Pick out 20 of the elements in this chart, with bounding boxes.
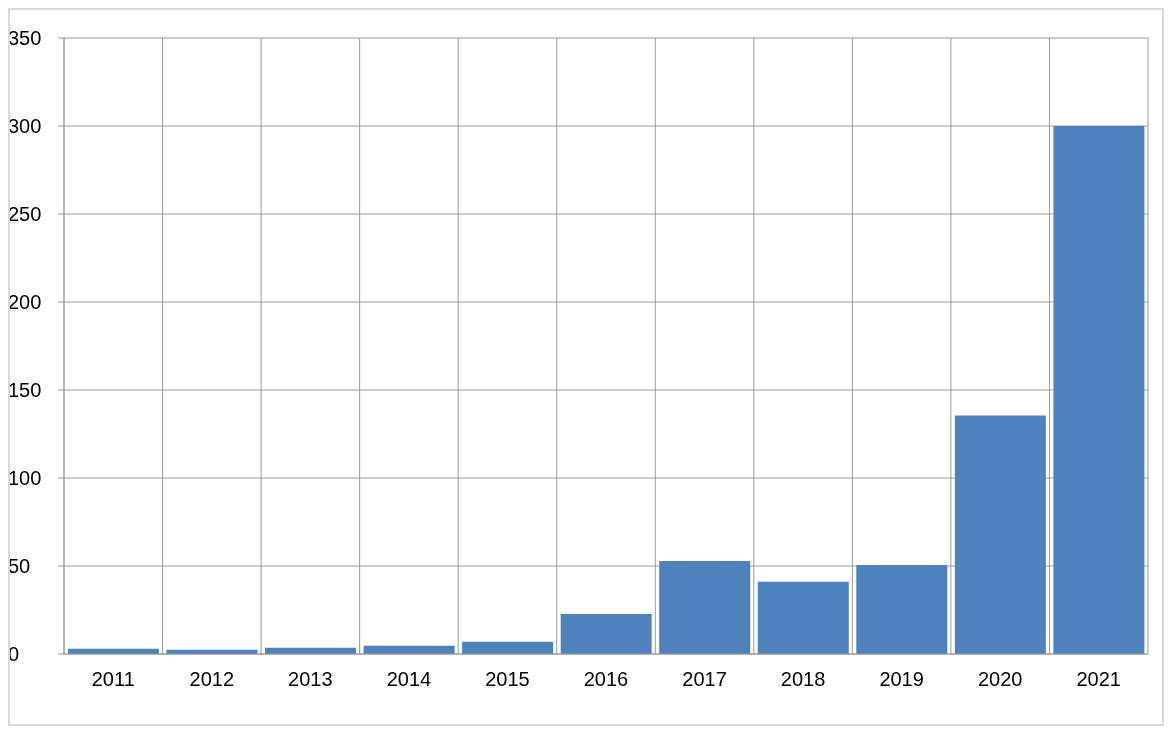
x-tick-label: 2012	[189, 668, 235, 691]
bar	[560, 614, 652, 654]
y-tick-label: 100	[8, 467, 42, 490]
x-tick-label: 2019	[879, 668, 924, 691]
bar	[954, 415, 1046, 654]
x-tick-label: 2011	[91, 668, 135, 691]
x-tick-label: 2018	[780, 668, 826, 691]
x-tick-label: 2015	[485, 668, 530, 691]
x-tick-label: 2020	[977, 668, 1023, 691]
x-tick-label: 2013	[288, 668, 333, 691]
x-tick-label: 2021	[1076, 668, 1121, 691]
x-tick-label: 2016	[583, 668, 629, 691]
x-tick-label: 2017	[682, 668, 727, 691]
bar	[757, 581, 849, 654]
y-tick-label: 150	[8, 379, 42, 402]
bar	[462, 641, 554, 654]
bar	[1053, 126, 1145, 654]
bar	[659, 560, 751, 654]
x-tick-label: 2014	[386, 668, 432, 691]
bar	[856, 564, 948, 654]
